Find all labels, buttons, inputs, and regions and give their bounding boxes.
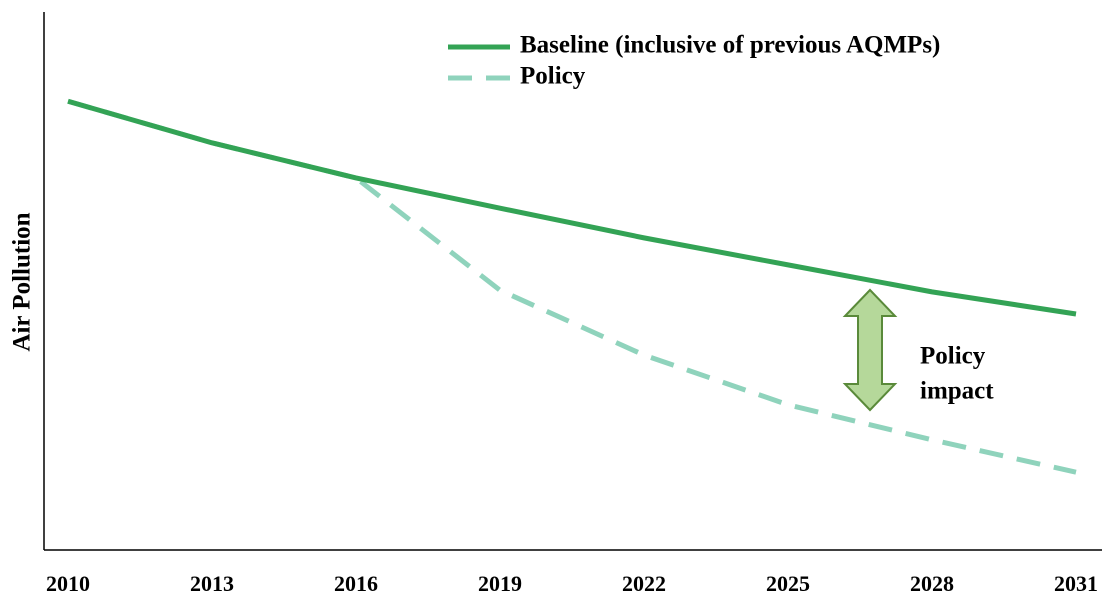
y-axis-label: Air Pollution <box>9 212 36 351</box>
impact-arrow <box>842 288 898 412</box>
x-tick-label: 2025 <box>766 571 810 596</box>
x-tick-label: 2019 <box>478 571 522 596</box>
annotation: impact <box>920 378 994 405</box>
legend-label: Policy <box>520 63 586 90</box>
data-line <box>67 98 1077 475</box>
x-tick-label: 2013 <box>190 571 234 596</box>
x-tick-label: 2010 <box>46 571 90 596</box>
legend-label: Baseline (inclusive of previous AQMPs) <box>520 32 940 59</box>
annotation: Policy <box>920 343 986 370</box>
x-tick-label: 2016 <box>334 571 378 596</box>
x-tick-label: 2028 <box>910 571 954 596</box>
x-tick-label: 2022 <box>622 571 666 596</box>
x-tick-label: 2031 <box>1054 571 1098 596</box>
data-line <box>67 98 1077 317</box>
